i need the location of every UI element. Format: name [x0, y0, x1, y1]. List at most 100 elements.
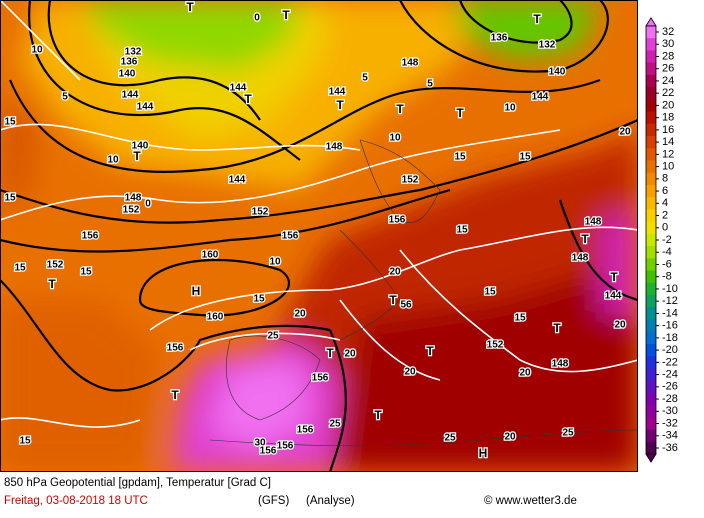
colorbar-band — [646, 160, 656, 174]
colorbar-frame — [645, 25, 657, 455]
colorbar-band — [646, 331, 656, 345]
colorbar-tick-label: -22 — [662, 356, 678, 368]
colorbar-band — [646, 270, 656, 284]
contour-label: 152 — [123, 205, 140, 216]
pressure-center-label: T — [133, 149, 141, 163]
model-name: (GFS) — [258, 495, 289, 507]
temperature-contours — [0, 0, 638, 428]
contour-label: 10 — [31, 45, 43, 56]
contour-label: 152 — [487, 340, 504, 351]
colorbar-band — [646, 87, 656, 100]
colorbar-band — [646, 344, 656, 357]
colorbar-tick-label: 6 — [662, 185, 668, 197]
colorbar-tick-label: 16 — [662, 124, 674, 136]
contour-label: 140 — [119, 69, 136, 80]
pressure-center-label: T — [374, 408, 382, 422]
colorbar-band — [646, 282, 656, 296]
contour-label: 15 — [519, 152, 531, 163]
contour-label: 156 — [282, 231, 299, 242]
colorbar-tick-label: -24 — [662, 368, 678, 380]
contour-label: 20 — [389, 267, 401, 278]
contour-label: 156 — [260, 446, 277, 457]
colorbar-tick-label: -34 — [662, 430, 678, 442]
colorbar-tick-label: 18 — [662, 112, 674, 124]
colorbar-tick-label: 12 — [662, 148, 674, 160]
colorbar-band — [646, 123, 656, 137]
colorbar-tick-label: 22 — [662, 87, 674, 99]
contour-label: 30 — [254, 438, 266, 449]
colorbar-band — [646, 417, 656, 431]
geopotential-contours — [0, 0, 638, 472]
contour-label: 10 — [107, 155, 119, 166]
contour-label: 152 — [402, 175, 419, 186]
colorbar-band — [646, 62, 656, 76]
colorbar-band — [646, 380, 656, 394]
colorbar-tick-label: 4 — [662, 197, 668, 209]
colorbar-band — [646, 429, 656, 443]
contour-label: 15 — [4, 193, 16, 204]
colorbar-tick-label: -6 — [662, 258, 672, 270]
colorbar-arrow-bottom — [645, 453, 657, 463]
colorbar-band — [646, 197, 656, 210]
contour-label: 25 — [267, 331, 279, 342]
pressure-center-label: T — [171, 388, 179, 402]
colorbar-tick-label: 28 — [662, 50, 674, 62]
colorbar-tick-label: -10 — [662, 283, 678, 295]
colorbar-band — [646, 99, 656, 113]
colorbar-band — [646, 258, 656, 272]
colorbar-band — [646, 148, 656, 161]
contour-label: 160 — [202, 250, 219, 261]
colorbar-band — [646, 295, 656, 308]
contour-label: 156 — [389, 215, 406, 226]
colorbar-tick-label: -28 — [662, 393, 678, 405]
contour-label: 132 — [539, 40, 556, 51]
contour-label: 136 — [491, 33, 508, 44]
contour-label: 5 — [427, 79, 433, 90]
colorbar-band — [646, 319, 656, 333]
pressure-center-label: H — [192, 284, 201, 298]
contour-label: 148 — [585, 217, 602, 228]
contour-label: 156 — [82, 231, 99, 242]
colorbar-band — [646, 172, 656, 186]
colorbar-band — [646, 25, 656, 39]
pressure-center-label: H — [479, 446, 488, 460]
pressure-center-label: T — [610, 270, 618, 284]
pressure-center-label: T — [426, 344, 434, 358]
colorbar-tick-label: -14 — [662, 307, 678, 319]
contour-label: 20 — [294, 309, 306, 320]
source: © www.wetter3.de — [484, 495, 577, 507]
contour-label: 148 — [552, 359, 569, 370]
colorbar-tick-label: 32 — [662, 26, 674, 38]
colorbar-band — [646, 136, 656, 149]
contour-label: 148 — [572, 253, 589, 264]
colorbar: 32302826242220181614121086420-2-4-6-8-10… — [645, 17, 678, 463]
colorbar-tick-label: 2 — [662, 209, 668, 221]
colorbar-tick-label: 30 — [662, 38, 674, 50]
contour-label: 5 — [362, 73, 368, 84]
contour-label: 56 — [400, 300, 412, 311]
colorbar-band — [646, 74, 656, 88]
contour-label: 132 — [125, 47, 142, 58]
contour-label: 160 — [207, 312, 224, 323]
contour-label: 148 — [326, 142, 343, 153]
colorbar-band — [646, 441, 656, 455]
colorbar-band — [646, 233, 656, 247]
colorbar-band — [646, 111, 656, 125]
colorbar-tick-label: -16 — [662, 320, 678, 332]
colorbar-band — [646, 184, 656, 198]
colorbar-tick-label: 10 — [662, 160, 674, 172]
contour-label: 0 — [254, 13, 260, 24]
colorbar-tick-label: -30 — [662, 405, 678, 417]
contour-label: 15 — [456, 225, 468, 236]
contour-label: 15 — [19, 436, 31, 447]
colorbar-tick-label: 26 — [662, 63, 674, 75]
contour-label: 144 — [329, 87, 346, 98]
colorbar-band — [646, 392, 656, 406]
contour-label: 20 — [404, 367, 416, 378]
map — [0, 0, 638, 472]
pressure-center-label: T — [456, 106, 464, 120]
contour-label: 156 — [312, 373, 329, 384]
contour-label: 136 — [121, 57, 138, 68]
